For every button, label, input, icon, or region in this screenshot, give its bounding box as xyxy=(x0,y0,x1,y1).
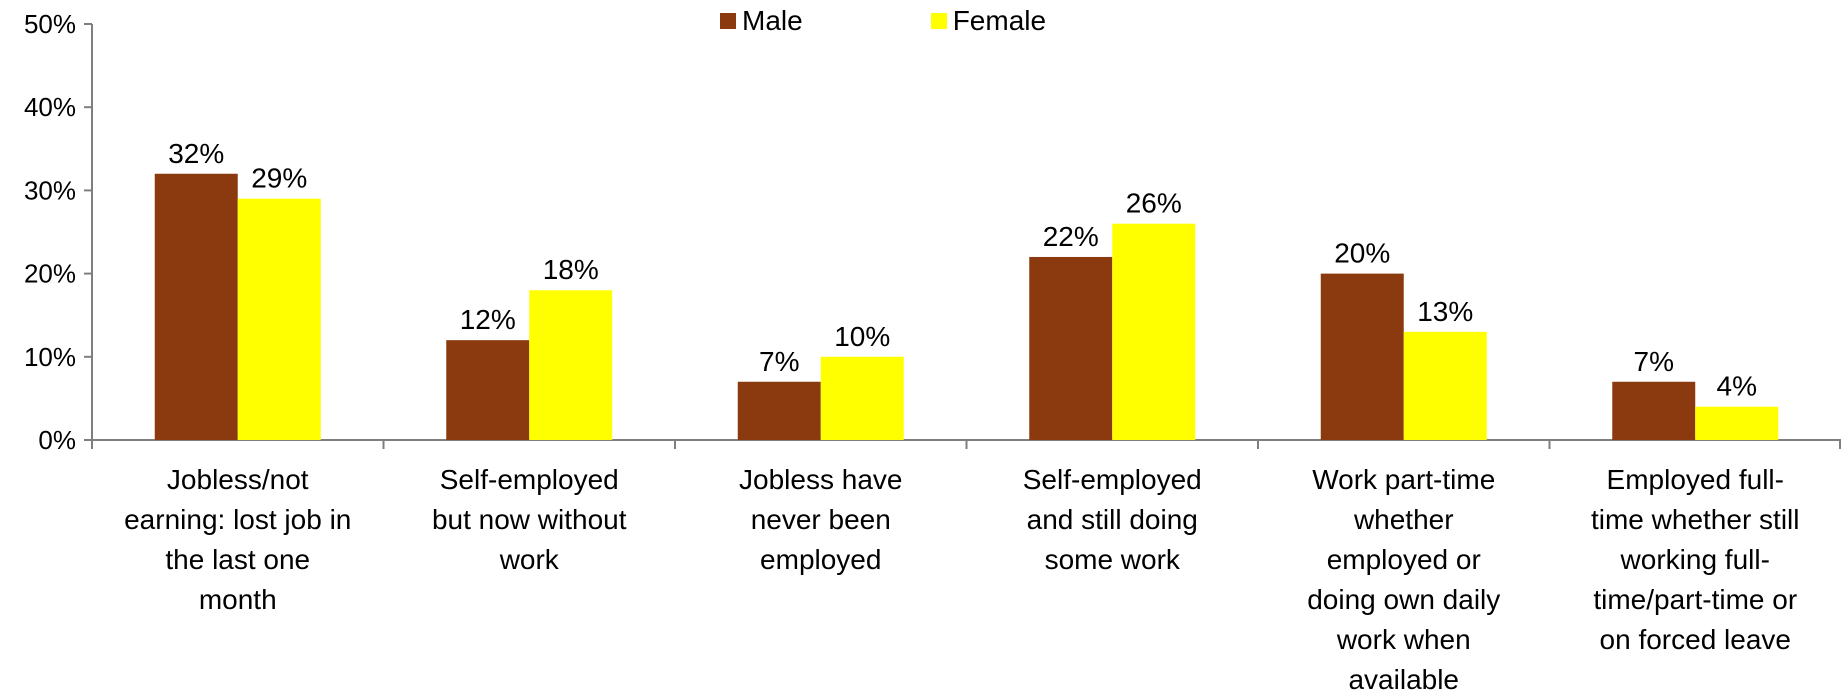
data-label-female-6: 4% xyxy=(1717,371,1757,402)
y-tick-label: 50% xyxy=(24,9,76,39)
data-label-male-6: 7% xyxy=(1634,346,1674,377)
bar-female-5 xyxy=(1403,331,1487,440)
data-label-male-3: 7% xyxy=(759,346,799,377)
bar-female-1 xyxy=(237,198,321,440)
category-label-2: Self-employed but now without work xyxy=(431,464,627,575)
y-tick-label: 10% xyxy=(24,342,76,372)
bar-male-4 xyxy=(1029,256,1113,440)
bar-female-4 xyxy=(1112,223,1196,440)
bar-female-6 xyxy=(1695,406,1779,440)
bar-male-3 xyxy=(737,381,821,440)
category-label-5: Work part-time whether employed or doing… xyxy=(1307,464,1501,695)
y-tick-label: 30% xyxy=(24,175,76,205)
bar-male-1 xyxy=(154,173,238,440)
legend-item-male: Male xyxy=(720,4,803,38)
bar-female-2 xyxy=(529,290,613,440)
data-label-male-4: 22% xyxy=(1043,221,1099,252)
category-label-1: Jobless/not earning: lost job in the las… xyxy=(124,464,352,615)
bar-female-3 xyxy=(820,356,904,440)
data-label-female-3: 10% xyxy=(834,321,890,352)
legend-item-female: Female xyxy=(930,4,1047,38)
legend: Male Female xyxy=(720,4,1046,38)
bar-male-2 xyxy=(446,340,530,440)
data-label-female-5: 13% xyxy=(1417,296,1473,327)
bar-male-6 xyxy=(1612,381,1696,440)
data-label-female-4: 26% xyxy=(1126,188,1182,219)
category-label-4: Self-employed and still doing some work xyxy=(1022,464,1202,575)
y-tick-label: 20% xyxy=(24,259,76,289)
data-label-male-5: 20% xyxy=(1334,238,1390,269)
data-label-female-2: 18% xyxy=(543,254,599,285)
category-label-3: Jobless have never been employed xyxy=(739,464,903,575)
data-label-female-1: 29% xyxy=(251,163,307,194)
data-label-male-2: 12% xyxy=(460,304,516,335)
legend-swatch-male xyxy=(720,13,736,29)
bar-male-5 xyxy=(1320,273,1404,440)
y-tick-label: 40% xyxy=(24,92,76,122)
legend-swatch-female xyxy=(930,13,947,29)
y-tick-label: 0% xyxy=(38,425,76,455)
legend-label-female: Female xyxy=(952,5,1047,36)
data-label-male-1: 32% xyxy=(168,138,224,169)
category-label-6: Employed full- time whether still workin… xyxy=(1590,464,1800,655)
legend-label-male: Male xyxy=(742,5,803,36)
